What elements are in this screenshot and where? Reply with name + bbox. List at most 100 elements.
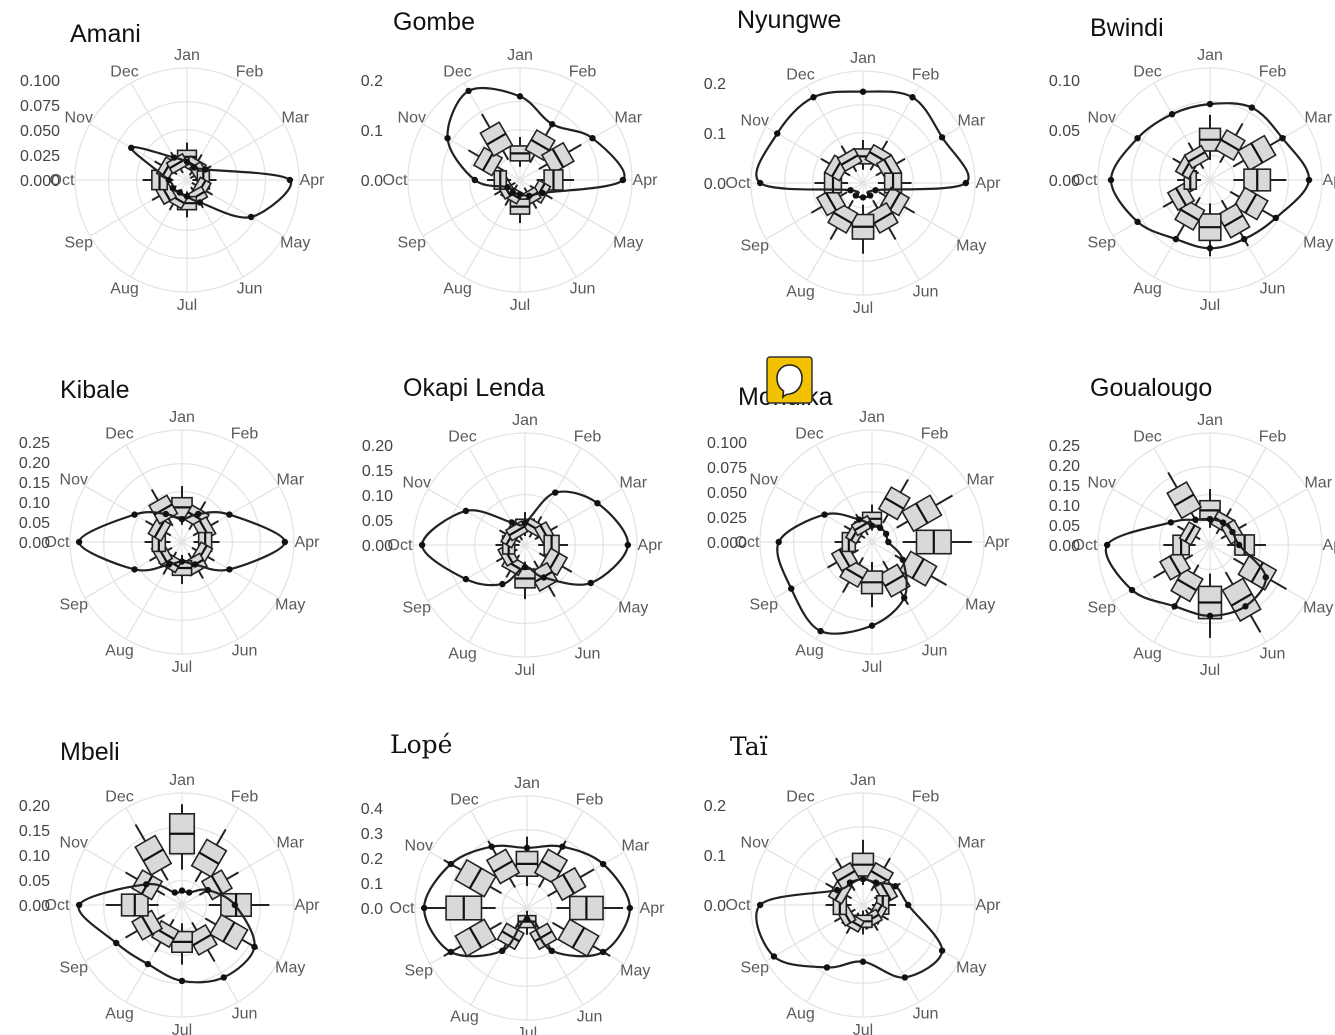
month-label: May	[1303, 600, 1333, 617]
box-median	[501, 930, 520, 943]
y-tick-label: 0.05	[19, 873, 50, 890]
density-point	[1134, 218, 1141, 226]
month-label: Dec	[443, 64, 471, 81]
density-point	[1305, 176, 1313, 184]
month-label: Jun	[577, 1008, 603, 1025]
density-point	[756, 179, 764, 187]
month-label: Feb	[912, 67, 940, 84]
density-point	[499, 580, 506, 588]
density-point	[165, 176, 172, 184]
density-point	[1248, 104, 1256, 111]
panel-title: Bwindi	[1090, 14, 1164, 42]
density-point	[131, 511, 138, 518]
month-label: May	[1303, 235, 1333, 252]
density-point	[1219, 519, 1227, 526]
density-point	[1167, 519, 1175, 526]
sticker-icon[interactable]	[766, 356, 813, 404]
box-median	[571, 927, 586, 949]
panel-title: Kibale	[60, 376, 130, 404]
y-tick-label: 0.1	[361, 876, 383, 893]
polar-panel: Jan Feb Mar Apr May Jun Jul Aug Sep Oct Nov Dec 0.4 0…	[361, 730, 665, 1035]
month-label: Oct	[45, 534, 70, 551]
month-label: Jul	[853, 300, 873, 317]
y-tick-label: 0.0	[361, 901, 383, 918]
month-label: Oct	[383, 172, 408, 189]
month-label: Mar	[1304, 475, 1332, 492]
month-label: Sep	[1088, 235, 1117, 252]
density-point	[770, 953, 778, 960]
month-label: Mar	[957, 835, 985, 852]
box-median	[1223, 214, 1244, 228]
density-point	[1171, 603, 1178, 610]
polar-panel: Jan Feb Mar Apr May Jun Jul Aug Sep Oct Nov Dec 0.25…	[19, 376, 320, 676]
box-median	[222, 921, 236, 943]
month-label: Apr	[976, 175, 1002, 192]
month-label: Jun	[922, 642, 948, 659]
density-point	[876, 524, 884, 532]
month-label: Jul	[1200, 662, 1220, 679]
panel-title: Mbeli	[60, 738, 120, 766]
y-tick-label: 0.100	[707, 435, 747, 452]
density-point	[855, 516, 863, 523]
density-point	[183, 158, 191, 165]
month-label: Jun	[1260, 645, 1286, 662]
month-label: Aug	[105, 642, 133, 659]
density-point	[589, 134, 596, 142]
y-tick-label: 0.10	[362, 488, 393, 505]
month-label: Oct	[726, 175, 751, 192]
density-point	[872, 187, 879, 194]
density-point	[1168, 111, 1176, 118]
density-point	[1206, 515, 1214, 523]
density-point	[1279, 134, 1286, 142]
density-point	[75, 901, 83, 909]
density-point	[186, 889, 193, 896]
y-tick-label: 0.05	[1049, 123, 1080, 140]
y-tick-label: 0.050	[707, 485, 747, 502]
month-label: Apr	[1323, 537, 1335, 554]
density-point	[516, 93, 524, 100]
box-median	[915, 502, 929, 524]
month-label: Sep	[65, 235, 94, 252]
y-tick-label: 0.20	[1049, 458, 1080, 475]
y-tick-label: 0.00	[19, 898, 50, 915]
density-point	[868, 622, 876, 629]
density-point	[859, 194, 867, 201]
box-median	[870, 870, 889, 882]
month-label: Sep	[741, 960, 770, 977]
density-point	[1272, 214, 1279, 222]
month-label: Apr	[640, 900, 666, 917]
month-label: Feb	[1259, 429, 1287, 446]
box-median	[534, 930, 553, 943]
box-median	[911, 558, 925, 579]
density-point	[420, 904, 428, 912]
month-label: Sep	[60, 597, 89, 614]
density-point	[143, 881, 150, 888]
density-point	[788, 585, 795, 592]
box-median	[1177, 578, 1197, 592]
density-point	[75, 538, 83, 546]
month-label: Apr	[976, 897, 1002, 914]
month-label: Nov	[60, 835, 88, 852]
month-label: Aug	[1133, 280, 1161, 297]
density-point	[128, 144, 135, 151]
y-tick-label: 0.3	[361, 826, 383, 843]
density-point	[859, 875, 867, 883]
density-point	[465, 87, 472, 95]
month-label: Mar	[276, 835, 304, 852]
box-median	[153, 520, 166, 538]
month-label: Feb	[569, 64, 597, 81]
density-point	[499, 947, 506, 955]
density-point	[1134, 134, 1141, 142]
box-median	[840, 154, 859, 166]
month-label: May	[620, 963, 650, 980]
month-label: Sep	[403, 600, 432, 617]
month-label: Sep	[405, 963, 434, 980]
y-tick-label: 0.1	[704, 848, 726, 865]
box-median	[1250, 142, 1264, 164]
density-point	[165, 561, 173, 568]
month-label: Oct	[735, 534, 760, 551]
month-label: Jan	[850, 772, 876, 789]
month-label: Jan	[174, 47, 200, 64]
density-point	[509, 189, 516, 196]
density-point	[178, 977, 186, 985]
